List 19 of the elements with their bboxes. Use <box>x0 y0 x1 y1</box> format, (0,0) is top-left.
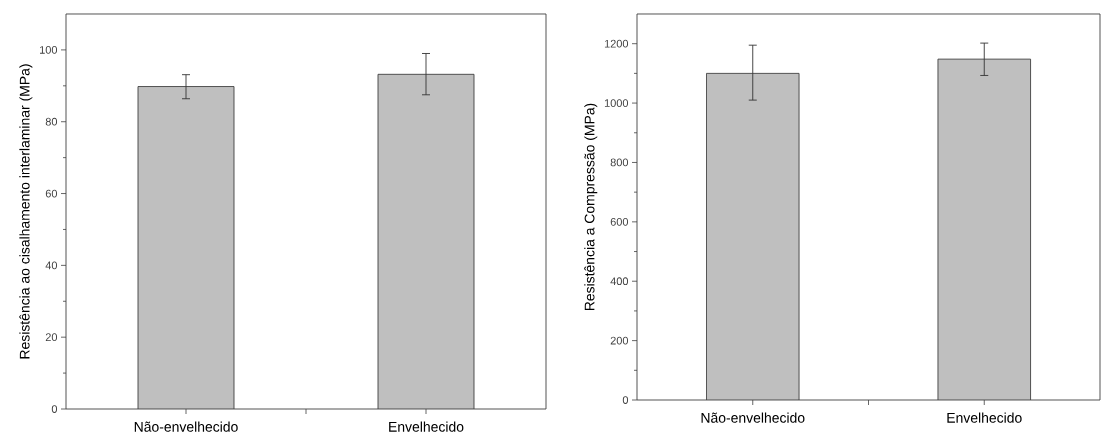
y-axis-title: Resistência ao cisalhamento interlaminar (MPa) <box>19 64 33 359</box>
y-tick-label: 200 <box>610 336 629 345</box>
y-tick-label: 1000 <box>604 99 629 107</box>
y-tick-label: 800 <box>610 158 629 167</box>
y-tick-label: 0 <box>622 396 629 404</box>
y-tick-label: 60 <box>45 189 58 198</box>
x-tick-label: Não-envelhecido <box>701 412 805 423</box>
y-tick-label: 20 <box>45 333 58 342</box>
y-tick-label: 0 <box>51 405 58 413</box>
y-axis-title: Resistência a Compressão (MPa) <box>584 103 598 311</box>
x-tick-label: Envelhecido <box>947 412 1022 423</box>
x-tick-label: Envelhecido <box>389 421 464 432</box>
y-tick-label: 100 <box>40 46 58 54</box>
y-tick-label: 400 <box>610 277 629 286</box>
y-tick-label: 1200 <box>604 39 629 48</box>
y-tick-label: 40 <box>45 261 58 270</box>
x-tick-label: Não-envelhecido <box>134 421 238 432</box>
y-tick-label: 600 <box>610 217 629 226</box>
y-tick-label: 80 <box>45 117 58 126</box>
